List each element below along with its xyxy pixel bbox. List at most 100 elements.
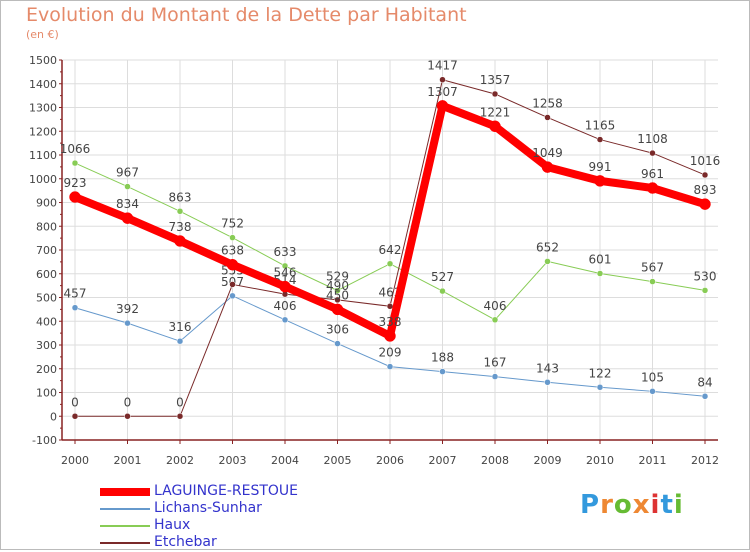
data-point <box>544 258 551 265</box>
y-tick-label: -100 <box>32 434 57 447</box>
data-point <box>541 161 554 173</box>
data-point <box>491 316 499 324</box>
data-label: 601 <box>589 253 612 267</box>
data-point <box>701 393 709 400</box>
data-point <box>384 330 396 342</box>
x-tick-label: 2001 <box>114 454 142 467</box>
data-label: 652 <box>536 240 559 254</box>
data-label: 316 <box>169 320 192 334</box>
y-tick-label: 1000 <box>29 173 57 186</box>
data-label: 167 <box>484 356 507 370</box>
data-label: 1221 <box>480 105 511 119</box>
data-label: 752 <box>221 217 244 231</box>
data-label: 406 <box>484 299 507 313</box>
data-label: 527 <box>431 270 454 284</box>
data-point <box>439 287 446 295</box>
data-label: 450 <box>326 288 349 302</box>
y-tick-label: 700 <box>36 244 57 257</box>
data-label: 406 <box>274 299 297 313</box>
y-tick-label: 400 <box>36 315 57 328</box>
data-point <box>649 278 656 285</box>
data-point <box>491 373 499 380</box>
data-point <box>596 136 604 143</box>
data-label: 546 <box>274 266 297 280</box>
y-tick-label: 1500 <box>29 54 57 67</box>
data-label: 143 <box>536 361 559 375</box>
data-point <box>596 270 604 277</box>
data-point <box>124 319 131 327</box>
data-label: 105 <box>641 370 664 384</box>
data-label: 1357 <box>480 73 511 87</box>
logo-letter: i <box>650 490 661 520</box>
data-label: 490 <box>326 279 349 293</box>
x-tick-label: 2006 <box>376 454 404 467</box>
data-label: 1258 <box>532 96 563 110</box>
legend-label: LAGUINGE-RESTOUE <box>154 483 299 499</box>
data-label: 1108 <box>637 132 668 146</box>
data-point <box>124 183 131 190</box>
chart-title: Evolution du Montant de la Dette par Hab… <box>26 4 467 26</box>
y-tick-label: 300 <box>36 339 57 352</box>
legend-swatch <box>100 525 150 527</box>
x-tick-label: 2000 <box>61 454 89 467</box>
legend-swatch <box>100 508 150 510</box>
data-point <box>646 182 659 194</box>
data-point <box>699 198 711 210</box>
data-label: 893 <box>694 183 717 197</box>
data-label: 961 <box>641 167 664 181</box>
data-label: 923 <box>64 176 87 190</box>
logo-letter: P <box>580 490 601 520</box>
data-point <box>489 120 501 133</box>
data-label: 967 <box>116 166 139 180</box>
data-label: 638 <box>221 244 244 258</box>
data-label: 0 <box>71 395 79 409</box>
x-tick-label: 2008 <box>481 454 509 467</box>
data-point <box>544 114 551 121</box>
legend-label: Etchebar <box>154 534 217 550</box>
data-label: 306 <box>326 323 349 337</box>
data-label: 392 <box>116 302 139 316</box>
data-point <box>439 76 446 83</box>
data-label: 1165 <box>585 119 616 133</box>
y-tick-label: 600 <box>36 268 57 281</box>
x-tick-label: 2002 <box>166 454 194 467</box>
legend-swatch <box>100 542 150 544</box>
data-label: 863 <box>169 190 192 204</box>
chart-subtitle: (en €) <box>26 28 59 41</box>
y-tick-label: 1100 <box>29 149 57 162</box>
data-label: 1049 <box>532 146 563 160</box>
data-label: 209 <box>379 346 402 360</box>
data-label: 991 <box>589 160 612 174</box>
legend-swatch <box>100 488 150 496</box>
data-label: 0 <box>176 395 184 409</box>
data-point <box>386 260 394 268</box>
data-point <box>334 287 341 294</box>
data-point <box>69 191 81 203</box>
data-label: 567 <box>641 261 664 275</box>
data-point <box>544 379 551 386</box>
x-tick-label: 2011 <box>639 454 667 467</box>
data-point <box>334 340 341 347</box>
data-point <box>226 258 239 271</box>
data-point <box>176 413 184 420</box>
data-point <box>334 296 341 304</box>
y-tick-label: 1300 <box>29 102 57 115</box>
data-point <box>229 234 236 241</box>
data-point <box>279 280 291 293</box>
data-label: 338 <box>379 315 402 329</box>
data-point <box>176 208 184 215</box>
legend-label: Haux <box>154 517 191 533</box>
logo-letter: o <box>613 490 633 520</box>
data-point <box>596 384 604 391</box>
y-tick-label: 900 <box>36 197 57 210</box>
data-label: 1066 <box>60 142 91 156</box>
data-point <box>71 159 79 167</box>
data-label: 529 <box>326 270 349 284</box>
logo-letter: t <box>660 490 674 520</box>
data-label: 84 <box>697 375 712 389</box>
y-tick-label: 1200 <box>29 125 57 138</box>
data-point <box>594 175 606 187</box>
data-point <box>331 303 344 316</box>
x-tick-label: 2003 <box>219 454 247 467</box>
